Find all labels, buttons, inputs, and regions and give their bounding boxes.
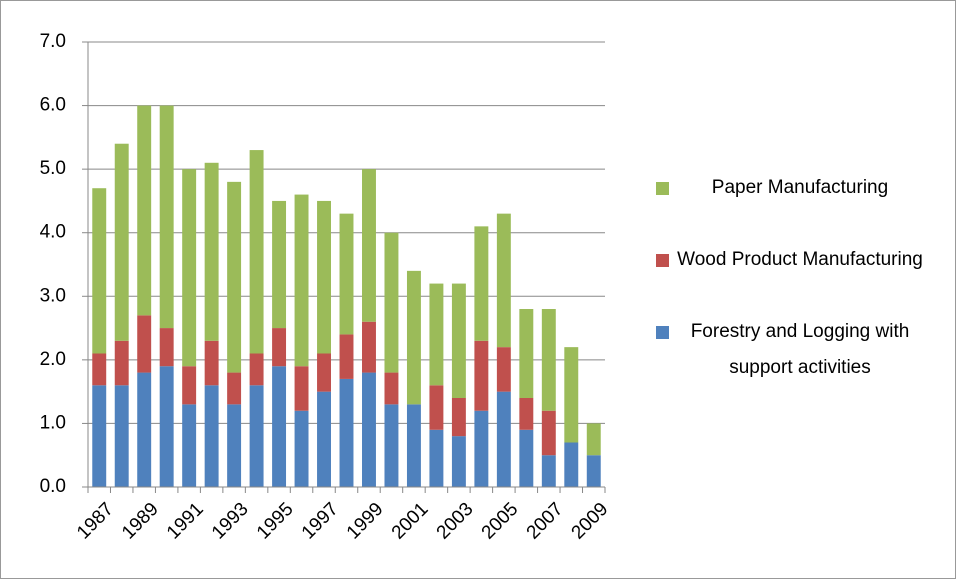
legend: Paper Manufacturing Wood Product Manufact… (650, 170, 940, 422)
y-tick-label: 7.0 (40, 31, 66, 52)
bar-segment (384, 232, 399, 373)
bar-segment (586, 455, 601, 487)
bar-segment (451, 436, 466, 487)
y-tick-label: 5.0 (40, 158, 66, 179)
legend-swatch (656, 254, 669, 267)
bar-segment (92, 353, 107, 386)
bar-segment (227, 404, 242, 487)
bar-segment (317, 200, 331, 354)
bar-segment (114, 143, 129, 341)
bar-segment (519, 429, 534, 487)
bar-segment (227, 372, 242, 405)
bar-segment (339, 334, 354, 379)
bar-segment (564, 347, 579, 443)
bar-segment (294, 194, 309, 367)
y-tick-label: 3.0 (40, 285, 66, 306)
bar-segment (272, 328, 287, 367)
legend-label: Paper Manufacturing (711, 177, 889, 198)
bar-segment (272, 200, 287, 329)
bar-segment (362, 169, 376, 322)
bar-segment (272, 366, 287, 487)
bar-segment (496, 213, 511, 348)
bar-segment (249, 385, 264, 487)
bar-segment (362, 372, 376, 487)
bar-segment (182, 366, 197, 405)
bar-segment (429, 385, 444, 430)
y-tick-label: 1.0 (40, 412, 66, 433)
bar-segment (114, 340, 129, 386)
bar-segment (159, 105, 174, 329)
bar-segment (159, 366, 174, 487)
y-tick-label: 2.0 (40, 349, 66, 370)
bar-segment (249, 150, 264, 354)
bar-segment (586, 423, 601, 456)
bar-segment (406, 404, 421, 487)
bar-segment (541, 309, 556, 411)
bar-segment (339, 378, 354, 487)
bar-segment (451, 398, 466, 437)
legend-item: Paper Manufacturing (650, 170, 940, 206)
bar-segment (406, 270, 421, 405)
bar-segment (204, 162, 219, 341)
legend-swatch (656, 182, 669, 195)
bar-segment (362, 321, 376, 373)
bar-segment (92, 385, 107, 487)
legend-label: Forestry and Logging with support activi… (690, 321, 910, 378)
bar-segment (474, 410, 489, 487)
legend-item: Forestry and Logging with support activi… (650, 314, 940, 386)
y-tick-label: 4.0 (40, 222, 66, 243)
bar-segment (564, 442, 579, 487)
bar-segment (182, 404, 197, 487)
legend-item: Wood Product Manufacturing (650, 242, 940, 278)
bar-segment (227, 181, 242, 373)
y-tick-label: 0.0 (40, 476, 66, 497)
bar-segment (204, 340, 219, 386)
y-tick-label: 6.0 (40, 95, 66, 116)
bar-segment (541, 410, 556, 456)
bar-segment (384, 404, 399, 487)
legend-swatch (656, 326, 669, 339)
bar-segment (204, 385, 219, 487)
bar-segment (541, 455, 556, 487)
bar-segment (249, 353, 264, 386)
bar-segment (451, 283, 466, 398)
bar-segment (137, 315, 152, 373)
bar-segment (339, 213, 354, 335)
bar-segment (474, 226, 489, 341)
bar-segment (137, 372, 152, 487)
bar-segment (294, 410, 309, 487)
bar-segment (496, 347, 511, 392)
bar-segment (92, 188, 107, 354)
bar-segment (496, 391, 511, 487)
bar-segment (137, 105, 152, 316)
bar-segment (519, 398, 534, 430)
bar-segment (519, 309, 534, 398)
bar-segment (182, 169, 197, 367)
legend-label: Wood Product Manufacturing (677, 249, 923, 270)
bar-segment (294, 366, 309, 411)
bar-segment (317, 391, 331, 487)
bar-segment (429, 429, 444, 487)
bar-segment (114, 385, 129, 487)
bar-segment (384, 372, 399, 405)
bar-segment (429, 283, 444, 386)
bar-segment (317, 353, 331, 392)
bar-segment (159, 328, 174, 367)
bar-segment (474, 340, 489, 411)
